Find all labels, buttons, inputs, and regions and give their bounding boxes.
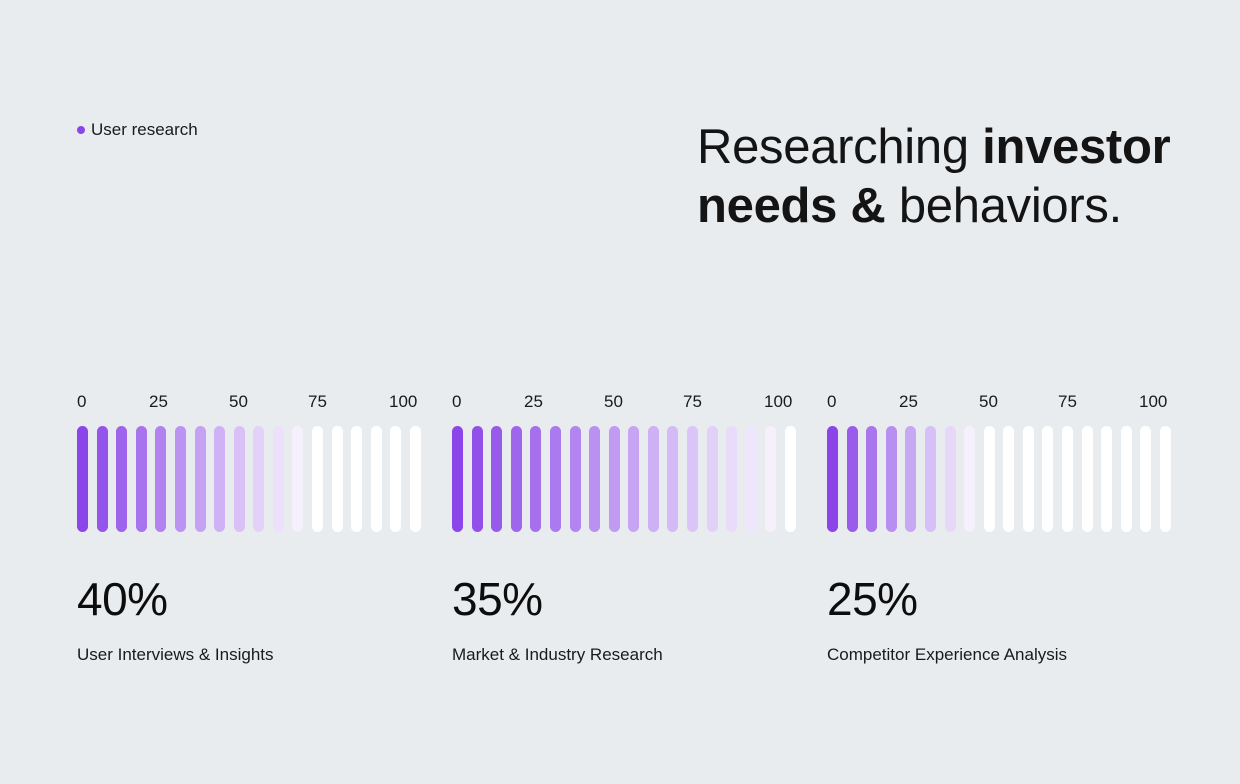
- tick-label: 0: [827, 392, 837, 411]
- chart-user-interviews: 0 25 50 75 100 40% User Interviews & Ins…: [77, 392, 427, 664]
- tick-label: 75: [308, 392, 327, 411]
- filled-bar: [194, 426, 206, 532]
- tick-label: 75: [683, 392, 702, 411]
- filled-bar: [628, 426, 640, 532]
- tick-label: 100: [764, 392, 793, 411]
- empty-bar: [1003, 426, 1015, 532]
- chart-competitor-analysis: 0 25 50 75 100 25% Competitor Experience…: [827, 392, 1177, 664]
- tick-label: 50: [604, 392, 623, 411]
- filled-bar: [233, 426, 245, 532]
- tick-label: 0: [77, 392, 87, 411]
- empty-bar: [1140, 426, 1152, 532]
- empty-bar: [1101, 426, 1113, 532]
- filled-bar: [135, 426, 147, 532]
- chart-label: Competitor Experience Analysis: [827, 645, 1068, 664]
- filled-bar: [77, 426, 88, 532]
- filled-bar: [924, 426, 936, 532]
- filled-bar: [116, 426, 128, 532]
- bar-track: [77, 426, 427, 532]
- percent-value: 40%: [77, 573, 168, 625]
- filled-bar: [589, 426, 601, 532]
- filled-bar: [292, 426, 304, 532]
- filled-bar: [885, 426, 897, 532]
- headline-bold1: investor: [982, 120, 1171, 174]
- filled-bar: [827, 426, 838, 532]
- headline-bold2: needs &: [697, 179, 886, 233]
- filled-bar: [549, 426, 561, 532]
- filled-bar: [726, 426, 738, 532]
- empty-bar: [351, 426, 363, 532]
- chart-ticks: 0 25 50 75 100: [827, 392, 1177, 414]
- empty-bar: [370, 426, 382, 532]
- filled-bar: [214, 426, 226, 532]
- page-title: Researching investor needs & behaviors.: [697, 118, 1197, 236]
- filled-bar: [272, 426, 284, 532]
- chart-label: User Interviews & Insights: [77, 645, 274, 664]
- filled-bar: [964, 426, 976, 532]
- empty-bar: [390, 426, 402, 532]
- filled-bar: [905, 426, 917, 532]
- filled-bar: [745, 426, 757, 532]
- filled-bar: [569, 426, 581, 532]
- chart-market-research: 0 25 50 75 100 35% Market & Industry Res…: [452, 392, 802, 664]
- empty-bar: [1042, 426, 1054, 532]
- empty-bar: [331, 426, 343, 532]
- percent-value: 35%: [452, 573, 543, 625]
- headline-part2: behaviors.: [885, 179, 1122, 233]
- tick-label: 25: [524, 392, 543, 411]
- section-tag: User research: [77, 120, 198, 140]
- filled-bar: [765, 426, 777, 532]
- filled-bar: [510, 426, 522, 532]
- filled-bar: [96, 426, 108, 532]
- empty-bar: [1022, 426, 1034, 532]
- headline-part1: Researching: [697, 120, 983, 174]
- tick-label: 50: [229, 392, 248, 411]
- percent-value: 25%: [827, 573, 918, 625]
- tick-label: 25: [149, 392, 168, 411]
- empty-bar: [983, 426, 995, 532]
- filled-bar: [253, 426, 265, 532]
- filled-bar: [866, 426, 878, 532]
- tag-dot-icon: [77, 126, 85, 134]
- bar-track: [452, 426, 802, 532]
- tick-label: 75: [1058, 392, 1077, 411]
- filled-bar: [944, 426, 956, 532]
- tick-label: 100: [1139, 392, 1168, 411]
- filled-bar: [491, 426, 503, 532]
- filled-bar: [608, 426, 620, 532]
- filled-bar: [174, 426, 186, 532]
- tick-label: 25: [899, 392, 918, 411]
- filled-bar: [667, 426, 679, 532]
- tag-label: User research: [91, 120, 198, 139]
- chart-ticks: 0 25 50 75 100: [77, 392, 427, 414]
- filled-bar: [530, 426, 542, 532]
- chart-ticks: 0 25 50 75 100: [452, 392, 802, 414]
- empty-bar: [1120, 426, 1132, 532]
- filled-bar: [647, 426, 659, 532]
- filled-bar: [155, 426, 167, 532]
- tick-label: 100: [389, 392, 418, 411]
- empty-bar: [410, 426, 421, 532]
- filled-bar: [452, 426, 463, 532]
- empty-bar: [312, 426, 324, 532]
- empty-bar: [1160, 426, 1171, 532]
- tick-label: 0: [452, 392, 462, 411]
- filled-bar: [687, 426, 699, 532]
- bar-track: [827, 426, 1177, 532]
- empty-bar: [1081, 426, 1093, 532]
- empty-bar: [785, 426, 796, 532]
- filled-bar: [471, 426, 483, 532]
- chart-label: Market & Industry Research: [452, 645, 663, 664]
- tick-label: 50: [979, 392, 998, 411]
- filled-bar: [706, 426, 718, 532]
- filled-bar: [846, 426, 858, 532]
- empty-bar: [1062, 426, 1074, 532]
